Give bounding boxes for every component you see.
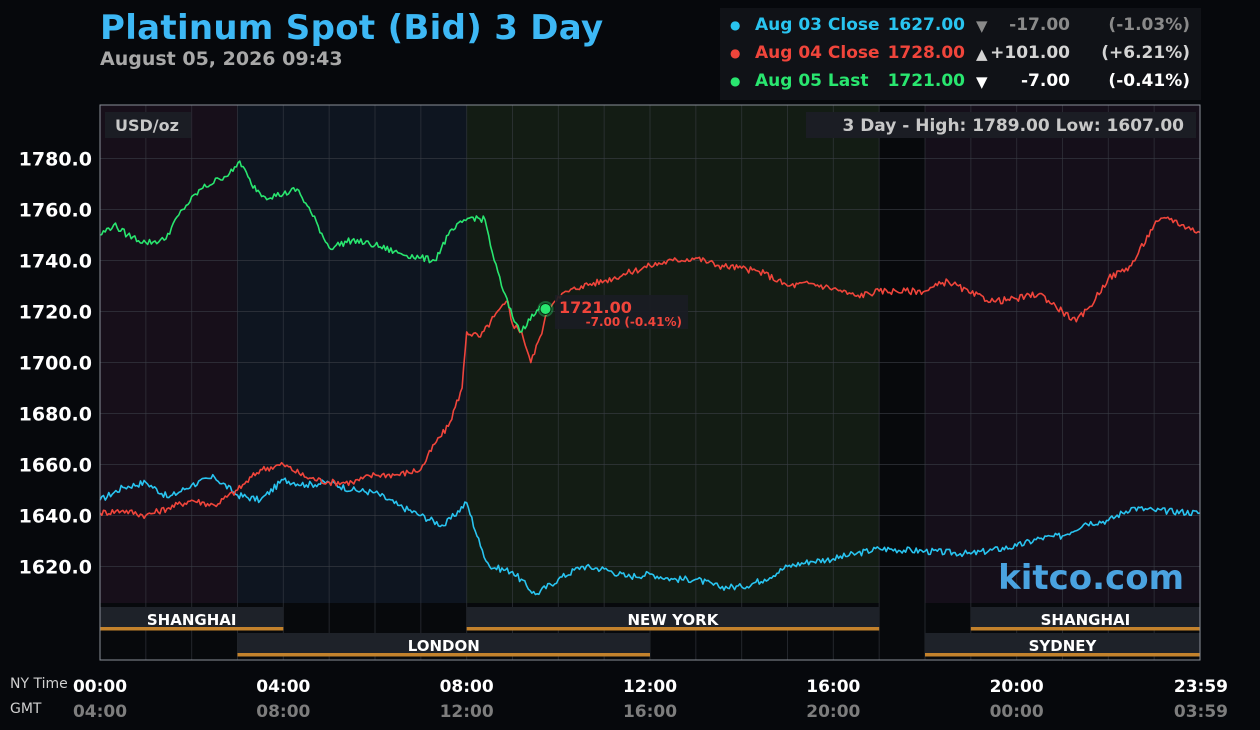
session-tint <box>237 105 467 603</box>
session-bar-bg <box>237 633 650 655</box>
legend-value: 1627.00 <box>887 15 965 35</box>
y-tick-label: 1680.0 <box>19 404 92 426</box>
session-bar-underline <box>970 627 1200 631</box>
session-label: SYDNEY <box>1029 637 1098 655</box>
chart-timestamp: August 05, 2026 09:43 <box>100 48 343 70</box>
legend-dot-icon: ● <box>730 46 741 60</box>
session-label: SHANGHAI <box>1041 611 1131 629</box>
x-tick-label-gmt: 20:00 <box>806 702 860 722</box>
x-tick-label-ny: 12:00 <box>623 677 677 697</box>
current-point <box>539 302 552 315</box>
legend-item-aug04[interactable]: ● Aug 04 Close 1728.00 ▲ +101.00 (+6.21%… <box>720 43 1201 69</box>
y-tick-label: 1780.0 <box>19 149 92 171</box>
plot-border <box>99 104 1201 661</box>
x-tick-label-ny: 23:59 <box>1174 677 1228 697</box>
unit-label: USD/oz <box>115 116 179 135</box>
current-marker <box>537 300 554 317</box>
legend: ● Aug 03 Close 1627.00 ▼ -17.00 (-1.03%)… <box>720 8 1201 100</box>
session-bars: SHANGHAI NEW YORK SHANGHAI LONDON SYDNEY <box>100 607 1200 657</box>
series-line-aug-04-close[interactable] <box>99 216 1201 520</box>
chart-title: Platinum Spot (Bid) 3 Day <box>100 8 604 48</box>
x-tick-label-ny: 08:00 <box>440 677 494 697</box>
legend-label: Aug 05 Last <box>755 71 869 91</box>
x-tick-label-ny: 00:00 <box>73 677 127 697</box>
down-arrow-icon: ▼ <box>976 17 988 35</box>
session-bar-bg <box>925 633 1200 655</box>
range-label: 3 Day - High: 1789.00 Low: 1607.00 <box>842 116 1184 136</box>
x-tick-label-gmt: 08:00 <box>256 702 310 722</box>
gridlines <box>100 105 1200 660</box>
down-arrow-icon: ▼ <box>976 73 988 91</box>
y-tick-label: 1700.0 <box>19 353 92 375</box>
session-bar-underline <box>466 627 880 631</box>
y-tick-label: 1740.0 <box>19 251 92 273</box>
session-bar-underline <box>925 653 1200 657</box>
x-tick-label-ny: 04:00 <box>256 677 310 697</box>
x-tick-label-ny: 16:00 <box>806 677 860 697</box>
gmt-title: GMT <box>10 701 42 717</box>
ny-time-title: NY Time <box>10 676 68 692</box>
current-change-label: -7.00 (-0.41%) <box>586 315 682 329</box>
legend-change: -17.00 <box>1009 15 1070 35</box>
session-tint <box>466 105 880 603</box>
x-tick-label-gmt: 16:00 <box>623 702 677 722</box>
y-tick-label: 1660.0 <box>19 455 92 477</box>
legend-dot-icon: ● <box>730 74 741 88</box>
legend-label: Aug 03 Close <box>755 15 880 35</box>
legend-value: 1721.00 <box>887 71 965 91</box>
legend-item-aug03[interactable]: ● Aug 03 Close 1627.00 ▼ -17.00 (-1.03%) <box>720 15 1201 41</box>
legend-dot-icon: ● <box>730 18 741 32</box>
watermark: kitco.com <box>998 558 1184 598</box>
y-tick-label: 1640.0 <box>19 506 92 528</box>
legend-percent: (+6.21%) <box>1101 43 1190 63</box>
series-line-aug-05-last[interactable] <box>99 160 547 333</box>
x-tick-label-gmt: 12:00 <box>440 702 494 722</box>
y-tick-label: 1720.0 <box>19 302 92 324</box>
y-tick-label: 1760.0 <box>19 200 92 222</box>
session-bar-bg <box>100 607 284 629</box>
session-label: NEW YORK <box>628 611 720 629</box>
session-label: LONDON <box>408 637 480 655</box>
current-value-box <box>555 295 688 329</box>
legend-change: +101.00 <box>990 43 1070 63</box>
session-bar-underline <box>237 653 650 657</box>
series-line-aug-03-close[interactable] <box>99 473 1201 596</box>
session-bar-underline <box>100 627 284 631</box>
unit-label-bg <box>105 112 191 138</box>
axes: 1620.0 1640.0 1660.0 1680.0 1700.0 1720.0 1740… <box>19 149 1228 723</box>
legend-percent: (-0.41%) <box>1108 71 1190 91</box>
session-tint <box>100 105 238 603</box>
up-arrow-icon: ▲ <box>976 45 988 63</box>
x-tick-label-gmt: 03:59 <box>1174 702 1228 722</box>
y-tick-label: 1620.0 <box>19 557 92 579</box>
x-tick-label-gmt: 04:00 <box>73 702 127 722</box>
session-label: SHANGHAI <box>147 611 237 629</box>
session-bar-bg <box>466 607 880 629</box>
legend-change: -7.00 <box>1021 71 1070 91</box>
legend-item-aug05[interactable]: ● Aug 05 Last 1721.00 ▼ -7.00 (-0.41%) <box>720 71 1201 97</box>
range-label-bg <box>806 112 1196 138</box>
session-tint <box>879 105 925 603</box>
legend-value: 1728.00 <box>887 43 965 63</box>
series-lines[interactable] <box>99 160 1201 596</box>
legend-label: Aug 04 Close <box>755 43 880 63</box>
x-tick-label-gmt: 00:00 <box>990 702 1044 722</box>
x-tick-label-ny: 20:00 <box>990 677 1044 697</box>
session-bar-bg <box>970 607 1200 629</box>
legend-percent: (-1.03%) <box>1108 15 1190 35</box>
current-value-label: 1721.00 <box>559 298 632 317</box>
